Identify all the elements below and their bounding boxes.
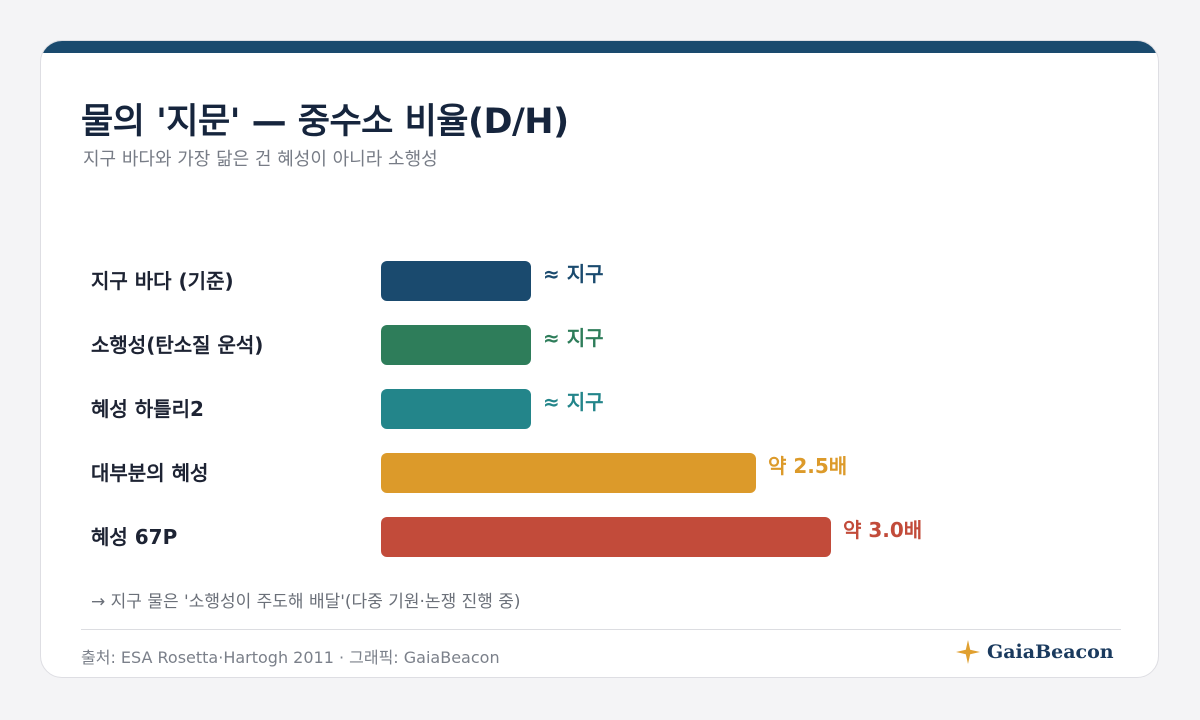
chart-subtitle: 지구 바다와 가장 닮은 건 혜성이 아니라 소행성 <box>83 149 438 170</box>
chart-card: 물의 '지문' — 중수소 비율(D/H) 지구 바다와 가장 닮은 건 혜성이… <box>40 40 1159 678</box>
bar <box>381 261 531 301</box>
source-credit: 출처: ESA Rosetta·Hartogh 2011 · 그래픽: Gaia… <box>81 648 500 667</box>
footer-divider <box>81 629 1121 630</box>
category-label: 혜성 67P <box>91 525 177 549</box>
value-label: 약 3.0배 <box>843 518 922 542</box>
value-label: ≈ 지구 <box>543 390 604 414</box>
value-label: ≈ 지구 <box>543 262 604 286</box>
bar <box>381 325 531 365</box>
category-label: 지구 바다 (기준) <box>91 269 234 293</box>
value-label: 약 2.5배 <box>768 454 847 478</box>
top-accent-bar <box>41 41 1158 53</box>
brand-logo: GaiaBeacon <box>955 637 1114 667</box>
bar <box>381 517 831 557</box>
category-label: 대부분의 혜성 <box>91 461 208 485</box>
brand-name: GaiaBeacon <box>987 641 1114 663</box>
four-point-star-icon <box>956 640 980 664</box>
category-label: 혜성 하틀리2 <box>91 397 204 421</box>
value-label: ≈ 지구 <box>543 326 604 350</box>
bar <box>381 453 756 493</box>
bar <box>381 389 531 429</box>
chart-title: 물의 '지문' — 중수소 비율(D/H) <box>81 102 569 142</box>
category-label: 소행성(탄소질 운석) <box>91 333 263 357</box>
chart-note: → 지구 물은 '소행성이 주도해 배달'(다중 기원·논쟁 진행 중) <box>91 592 521 612</box>
